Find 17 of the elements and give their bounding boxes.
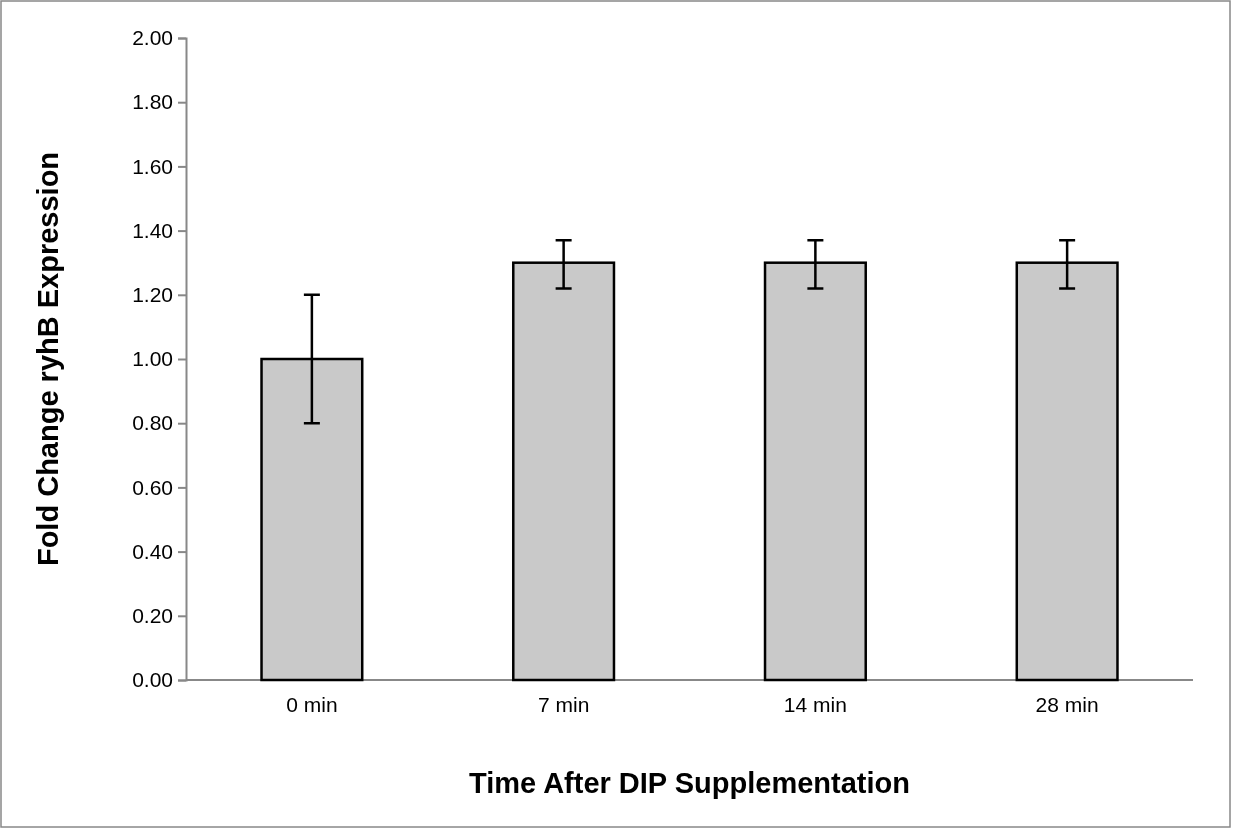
y-tick-label: 0.80 [132, 411, 173, 435]
y-tick-label: 0.60 [132, 475, 173, 499]
x-axis-title: Time After DIP Supplementation [469, 767, 910, 799]
y-axis-title: Fold Change ryhB Expression [32, 151, 64, 567]
y-tick-label: 2.00 [132, 26, 173, 50]
y-tick-label: 1.60 [132, 154, 173, 178]
x-tick-label: 28 min [1035, 693, 1099, 717]
y-tick-label: 1.40 [132, 218, 173, 242]
y-tick-label: 0.00 [132, 668, 173, 692]
y-tick-label: 1.80 [132, 90, 173, 114]
x-tick-label: 14 min [783, 693, 847, 717]
x-tick-label: 0 min [286, 693, 338, 717]
y-tick-label: 0.20 [132, 604, 173, 628]
y-tick-label: 0.40 [132, 539, 173, 563]
x-tick-label: 7 min [537, 693, 590, 717]
y-tick-label: 1.00 [132, 347, 173, 371]
y-tick-label: 1.20 [132, 283, 173, 307]
